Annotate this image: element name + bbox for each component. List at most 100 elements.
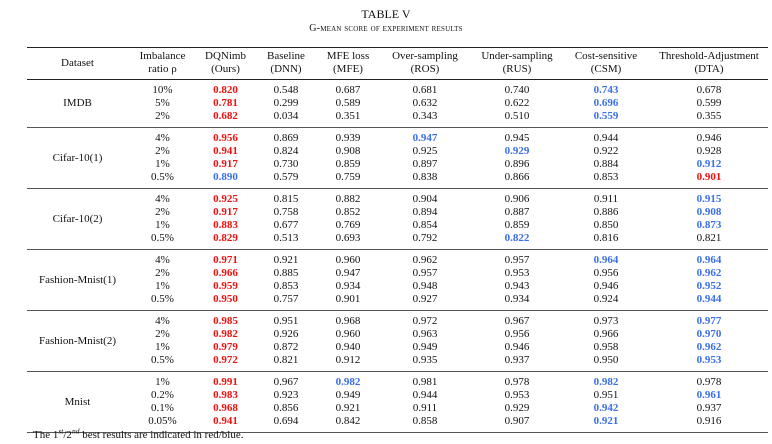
column-header-text: ratio ρ (148, 63, 177, 75)
score-cell: 0.916 (696, 415, 722, 427)
score-cell: 0.821 (696, 232, 722, 244)
header-row: Dataset Imbalance ratio ρ DQNimb (Ours) Basel… (27, 47, 768, 80)
score-cell: 0.730 (273, 158, 299, 170)
score-cell: 0.904 (412, 193, 438, 205)
score-cell: 0.912 (696, 158, 722, 170)
score-cell: 0.953 (504, 389, 530, 401)
dataset-name: Cifar-10(2) (52, 212, 103, 225)
score-cell: 0.985 (213, 315, 238, 327)
results-table: Dataset Imbalance ratio ρ DQNimb (Ours) Basel… (27, 47, 768, 433)
table-row: Cifar-10(2) 4% 0.925 0.815 0.882 0.904 0.906 0.… (27, 189, 768, 225)
score-cell: 0.678 (696, 84, 722, 96)
score-cell: 0.852 (335, 206, 361, 218)
dataset-group: IMDB 10% 0.820 0.548 0.687 0.681 0.740 0.743 0.6… (27, 80, 768, 128)
table-row: 0.1% 0.968 0.856 0.921 0.911 0.929 0.942 0.937 (27, 402, 768, 415)
score-cell: 0.897 (412, 158, 438, 170)
table-row: 0.05% 0.941 0.694 0.842 0.858 0.907 0.921 0.916 (27, 415, 768, 433)
imbalance-ratio: 1% (155, 376, 170, 388)
score-cell: 0.677 (273, 219, 299, 231)
score-cell: 0.886 (593, 206, 619, 218)
score-cell: 0.978 (696, 376, 722, 388)
imbalance-ratio: 0.5% (151, 232, 174, 244)
score-cell: 0.934 (504, 293, 530, 305)
score-cell: 0.946 (696, 132, 722, 144)
score-cell: 0.917 (213, 206, 238, 218)
score-cell: 0.859 (335, 158, 361, 170)
score-cell: 0.906 (504, 193, 530, 205)
score-cell: 0.968 (335, 315, 361, 327)
column-header-text: (CSM) (590, 63, 622, 75)
dataset-group: Cifar-10(1) 4% 0.956 0.869 0.939 0.947 0.945 0.… (27, 128, 768, 189)
score-cell: 0.950 (213, 293, 238, 305)
table-row: Cifar-10(1) 4% 0.956 0.869 0.939 0.947 0.945 0.… (27, 128, 768, 164)
column-header-text: (RUS) (502, 63, 532, 75)
imbalance-ratio: 1% (155, 158, 170, 170)
score-cell: 0.355 (696, 110, 722, 122)
score-cell: 0.599 (696, 97, 722, 109)
score-cell: 0.821 (273, 354, 299, 366)
score-cell: 0.966 (593, 328, 619, 340)
score-cell: 0.925 (213, 193, 238, 205)
score-cell: 0.928 (696, 145, 722, 157)
column-header-text: Imbalance (139, 50, 186, 62)
score-cell: 0.962 (696, 267, 722, 279)
score-cell: 0.853 (273, 280, 299, 292)
table-row: 2% 0.982 0.926 0.960 0.963 0.956 0.966 0.970 (27, 328, 768, 341)
table-row: Fashion-Mnist(2) 4% 0.985 0.951 0.968 0.972 0.… (27, 311, 768, 347)
score-cell: 0.869 (273, 132, 299, 144)
score-cell: 0.510 (504, 110, 530, 122)
score-cell: 0.351 (335, 110, 361, 122)
score-cell: 0.887 (504, 206, 530, 218)
score-cell: 0.983 (213, 389, 238, 401)
score-cell: 0.901 (696, 171, 722, 183)
table-row: 0.5% 0.972 0.821 0.912 0.935 0.937 0.950 0.953 (27, 354, 768, 372)
table-row: Fashion-Mnist(1) 4% 0.971 0.921 0.960 0.962 0.… (27, 250, 768, 286)
score-cell: 0.743 (593, 84, 619, 96)
score-cell: 0.559 (593, 110, 619, 122)
score-cell: 0.758 (273, 206, 299, 218)
score-cell: 0.971 (213, 254, 238, 266)
imbalance-ratio: 0.5% (151, 354, 174, 366)
score-cell: 0.934 (335, 280, 361, 292)
score-cell: 0.873 (696, 219, 722, 231)
score-cell: 0.740 (504, 84, 530, 96)
imbalance-ratio: 0.05% (148, 415, 177, 427)
score-cell: 0.822 (504, 232, 530, 244)
dataset-group: Fashion-Mnist(1) 4% 0.971 0.921 0.960 0.962 0.… (27, 250, 768, 311)
imbalance-ratio: 0.2% (151, 389, 174, 401)
score-cell: 0.884 (593, 158, 619, 170)
score-cell: 0.687 (335, 84, 361, 96)
dataset-group: Cifar-10(2) 4% 0.925 0.815 0.882 0.904 0.906 0.… (27, 189, 768, 250)
dataset-group: Fashion-Mnist(2) 4% 0.985 0.951 0.968 0.972 0.… (27, 311, 768, 372)
score-cell: 0.951 (273, 315, 299, 327)
score-cell: 0.945 (504, 132, 530, 144)
score-cell: 0.970 (696, 328, 722, 340)
imbalance-ratio: 1% (155, 280, 170, 292)
score-cell: 0.589 (335, 97, 361, 109)
score-cell: 0.513 (273, 232, 299, 244)
column-header: DQNimb (Ours) (197, 48, 254, 80)
column-header: Baseline (DNN) (254, 48, 318, 80)
score-cell: 0.943 (504, 280, 530, 292)
score-cell: 0.882 (335, 193, 361, 205)
score-cell: 0.842 (335, 415, 361, 427)
score-cell: 0.901 (335, 293, 361, 305)
imbalance-ratio: 4% (155, 132, 170, 144)
score-cell: 0.854 (412, 219, 438, 231)
score-cell: 0.937 (696, 402, 722, 414)
column-header-text: (MFE) (333, 63, 363, 75)
score-cell: 0.957 (504, 254, 530, 266)
score-cell: 0.915 (696, 193, 722, 205)
score-cell: 0.946 (504, 341, 530, 353)
imbalance-ratio: 1% (155, 219, 170, 231)
table-row: 5% 0.781 0.299 0.589 0.632 0.622 0.696 0.599 (27, 97, 768, 110)
footnote: The 1st/2nd best results are indicated i… (33, 426, 244, 441)
score-cell: 0.939 (335, 132, 361, 144)
table-row: 1% 0.979 0.872 0.940 0.949 0.946 0.958 0.962 (27, 341, 768, 354)
score-cell: 0.947 (412, 132, 438, 144)
score-cell: 0.681 (412, 84, 438, 96)
score-cell: 0.890 (213, 171, 238, 183)
score-cell: 0.956 (213, 132, 238, 144)
imbalance-ratio: 0.1% (151, 402, 174, 414)
imbalance-ratio: 4% (155, 254, 170, 266)
